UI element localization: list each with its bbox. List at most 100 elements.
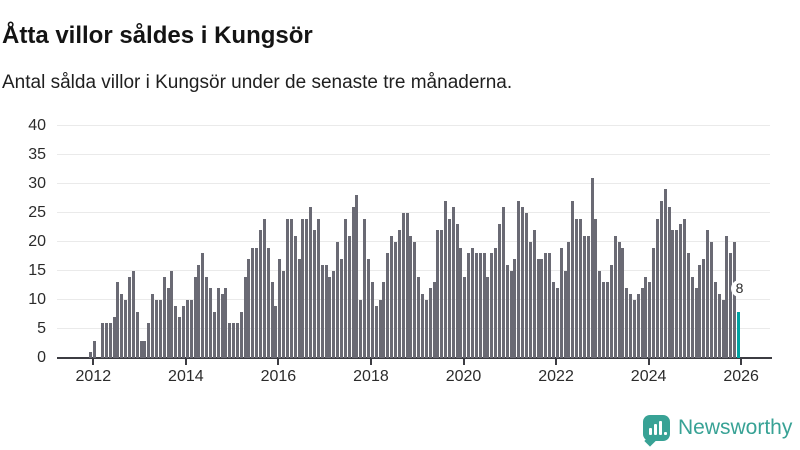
bar [193, 276, 197, 358]
bar [501, 206, 505, 358]
bar [629, 294, 633, 358]
bar [205, 276, 209, 358]
bar [571, 201, 575, 358]
bar [243, 276, 247, 358]
bar [158, 299, 162, 358]
bar [151, 294, 155, 358]
x-axis-tick [555, 359, 558, 365]
bar [729, 253, 733, 358]
bar [536, 259, 540, 358]
bar [251, 247, 255, 358]
bar [505, 265, 509, 358]
bar [578, 218, 582, 358]
bar [247, 259, 251, 358]
bar [702, 259, 706, 358]
bar [698, 265, 702, 358]
x-axis-tick [92, 359, 95, 365]
bar [162, 276, 166, 358]
bar [440, 230, 444, 358]
bar [609, 265, 613, 358]
bar [563, 270, 567, 358]
y-axis-label: 35 [28, 145, 46, 163]
bar [432, 282, 436, 358]
bar [131, 270, 135, 358]
bar [713, 282, 717, 358]
bar [721, 299, 725, 358]
bar [135, 311, 139, 358]
bar [301, 218, 305, 358]
bar [521, 206, 525, 358]
bar [93, 340, 97, 358]
bar [313, 230, 316, 358]
brand-name: Newsworthy [678, 416, 793, 439]
bar [559, 247, 563, 358]
bar [459, 247, 463, 358]
x-axis-label: 2026 [723, 368, 759, 385]
bar [339, 259, 343, 358]
bar [228, 323, 232, 358]
bar [363, 218, 367, 358]
bar [405, 212, 409, 358]
bar [428, 288, 432, 358]
x-axis-label: 2014 [168, 368, 204, 385]
x-axis-tick [740, 359, 743, 365]
bar [725, 235, 729, 358]
bar [613, 235, 617, 358]
bar [201, 253, 205, 358]
bar [436, 230, 440, 358]
bar [127, 276, 131, 358]
bar [482, 253, 486, 358]
page-title: Åtta villor såldes i Kungsör [2, 22, 313, 50]
y-axis-label: 5 [37, 319, 46, 337]
bar [147, 323, 151, 358]
bar [517, 201, 521, 358]
bar [112, 317, 116, 358]
x-axis-line [57, 357, 772, 359]
x-axis-label: 2016 [260, 368, 297, 385]
bar [617, 241, 621, 358]
y-axis-label: 10 [28, 290, 46, 308]
chart-subtitle: Antal sålda villor i Kungsör under de se… [2, 72, 513, 93]
bar [413, 241, 417, 358]
bar [235, 323, 239, 358]
bar [185, 299, 189, 358]
bar [710, 241, 714, 358]
bar [625, 288, 629, 358]
bar [467, 253, 471, 358]
x-axis-label: 2022 [538, 368, 574, 385]
bar [154, 299, 158, 358]
bar [208, 288, 212, 358]
bar [567, 241, 571, 358]
x-axis-tick [369, 359, 372, 365]
bar [652, 247, 656, 358]
bar [675, 230, 679, 358]
bar [212, 311, 216, 358]
bar [336, 241, 340, 358]
bar [640, 288, 644, 358]
x-axis-tick [277, 359, 280, 365]
bar [359, 299, 363, 358]
bar [286, 218, 290, 358]
bar [694, 288, 698, 358]
bar [401, 212, 405, 358]
bar [293, 235, 297, 358]
x-axis-tick [184, 359, 187, 365]
bar [216, 288, 220, 358]
bar [278, 259, 282, 358]
bar [178, 317, 182, 358]
bar [328, 276, 332, 358]
bar [594, 218, 598, 358]
x-axis-label: 2024 [630, 368, 667, 385]
bar [262, 218, 266, 358]
bar [101, 323, 104, 358]
bar [259, 230, 263, 358]
bar [540, 259, 544, 358]
bar [386, 253, 390, 358]
y-axis-label: 15 [28, 261, 46, 279]
x-axis-label: 2012 [75, 368, 112, 385]
bar [420, 294, 424, 358]
bar [266, 247, 270, 358]
bar [320, 265, 324, 358]
bar [447, 218, 451, 358]
bar [89, 352, 93, 358]
